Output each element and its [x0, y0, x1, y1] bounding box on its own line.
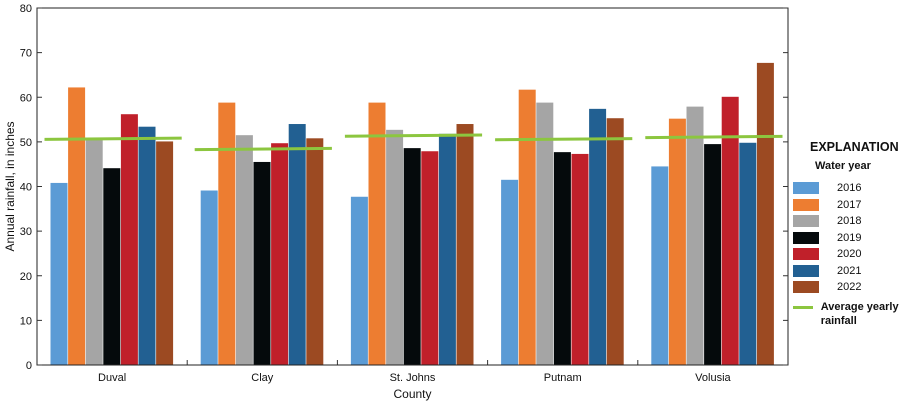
legend-label: 2018 [837, 215, 862, 228]
bar-2016-duval [50, 182, 68, 365]
bar-2019-putnam [553, 152, 571, 365]
x-tick-label: Volusia [695, 372, 731, 384]
legend-label: 2016 [837, 182, 862, 195]
legend-swatch [793, 264, 819, 277]
legend-swatch [793, 182, 819, 195]
bar-2017-st-johns [368, 102, 386, 365]
bar-2016-clay [200, 190, 218, 365]
bar-2020-st-johns [421, 151, 439, 365]
y-tick-label: 40 [20, 182, 32, 194]
legend-average-line [793, 305, 813, 309]
legend-swatch [793, 281, 819, 294]
x-tick-label: Duval [98, 372, 126, 384]
bar-2019-duval [103, 168, 121, 365]
y-tick-label: 50 [20, 137, 32, 149]
average-line-duval [44, 136, 182, 141]
y-tick-label: 70 [20, 48, 32, 60]
y-tick-label: 0 [26, 360, 32, 372]
legend-item-2016: 2016 [793, 180, 903, 197]
legend: EXPLANATION Water year 2016 2017 2018 2019 2… [793, 140, 903, 328]
legend-swatch [793, 248, 819, 261]
bar-2016-st-johns [350, 196, 368, 365]
bar-2020-clay [271, 143, 289, 365]
legend-swatch [793, 215, 819, 228]
x-axis-label: County [393, 387, 431, 401]
bar-2017-putnam [518, 89, 536, 365]
bar-2017-duval [68, 87, 86, 366]
bar-2018-duval [85, 139, 103, 365]
legend-label: 2020 [837, 248, 862, 261]
average-line-volusia [645, 134, 783, 140]
bar-2017-clay [218, 102, 236, 365]
legend-item-2021: 2021 [793, 263, 903, 280]
bar-2020-putnam [571, 153, 589, 365]
legend-item-2019: 2019 [793, 230, 903, 247]
bar-2022-st-johns [456, 124, 474, 366]
bar-2022-duval [156, 141, 174, 365]
y-tick-label: 30 [20, 226, 32, 238]
bar-2020-volusia [721, 96, 739, 366]
legend-item-2017: 2017 [793, 197, 903, 214]
bar-2020-duval [120, 114, 138, 366]
y-axis-label: Annual rainfall, in inches [3, 121, 17, 251]
bar-2022-putnam [606, 118, 624, 365]
average-line-st-johns [344, 133, 483, 138]
y-tick-label: 20 [20, 271, 32, 283]
y-tick-label: 60 [20, 92, 32, 104]
bar-2022-clay [306, 138, 324, 365]
bar-2021-putnam [589, 108, 607, 365]
y-tick-label: 10 [20, 315, 32, 327]
bar-2017-volusia [668, 118, 686, 365]
average-line-clay [194, 146, 332, 152]
legend-item-2022: 2022 [793, 279, 903, 296]
bar-2019-volusia [704, 144, 722, 365]
bar-2021-st-johns [438, 133, 456, 365]
x-tick-label: St. Johns [390, 372, 436, 384]
bar-2022-volusia [756, 62, 774, 366]
bar-2019-clay [253, 161, 271, 365]
bar-2021-volusia [739, 142, 757, 365]
legend-label: 2019 [837, 231, 862, 244]
bar-2021-duval [138, 126, 156, 365]
legend-item-2018: 2018 [793, 213, 903, 230]
x-tick-label: Clay [251, 372, 274, 384]
bar-2016-putnam [501, 179, 519, 365]
legend-item-average: Average yearly rainfall [793, 300, 903, 328]
average-line-putnam [495, 137, 633, 142]
bar-2018-clay [235, 135, 253, 365]
legend-subtitle: Water year [815, 160, 871, 172]
legend-label: 2017 [837, 198, 862, 211]
bar-2021-clay [288, 124, 306, 366]
legend-label: 2021 [837, 264, 862, 277]
legend-item-2020: 2020 [793, 246, 903, 263]
bar-2018-st-johns [386, 129, 404, 365]
legend-title: EXPLANATION [810, 140, 899, 154]
y-tick-label: 80 [20, 3, 32, 15]
x-tick-label: Putnam [544, 372, 582, 384]
legend-swatch [793, 231, 819, 244]
legend-average-label: Average yearly rainfall [820, 300, 899, 327]
bar-2018-putnam [536, 102, 554, 365]
bar-2018-volusia [686, 106, 704, 365]
legend-label: 2022 [837, 281, 862, 294]
bar-2019-st-johns [403, 148, 421, 365]
bar-2016-volusia [651, 166, 669, 365]
legend-swatch [793, 198, 819, 211]
